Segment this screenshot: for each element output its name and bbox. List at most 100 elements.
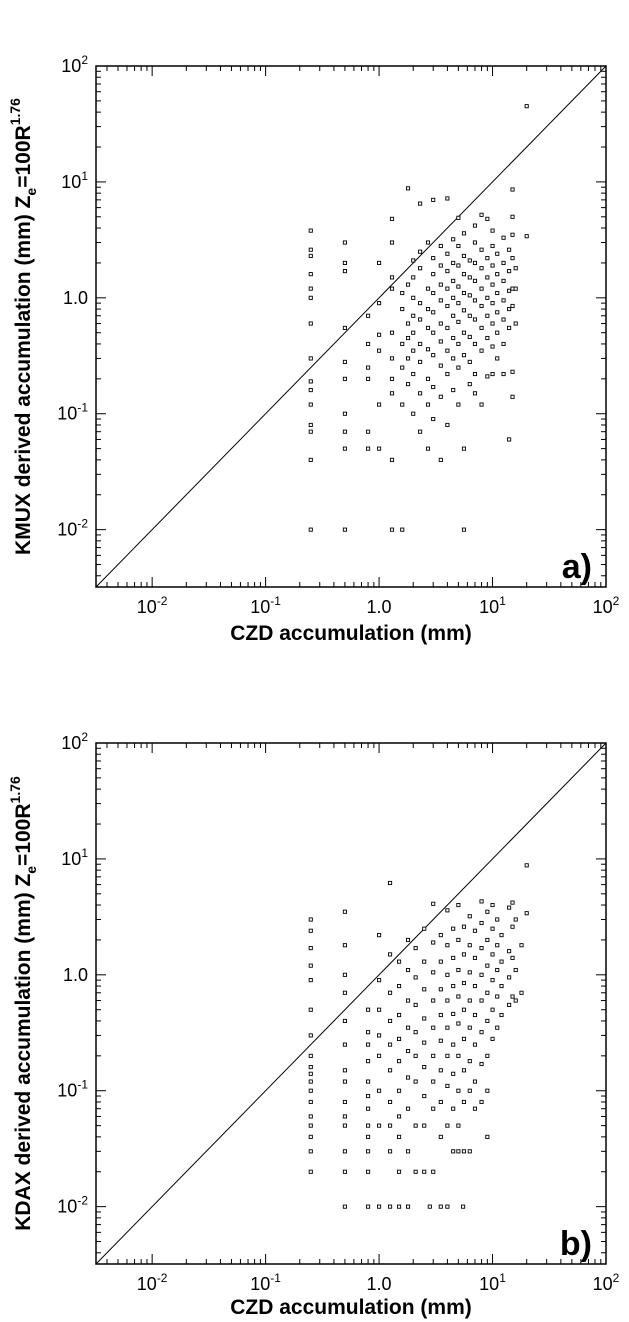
data-point: [388, 990, 393, 995]
data-point: [342, 325, 347, 330]
data-point: [451, 1149, 456, 1154]
x-tick-label: 102: [593, 1271, 620, 1294]
data-point: [461, 1007, 467, 1012]
x-tick-label-base: 10: [479, 597, 499, 617]
data-point: [445, 303, 450, 309]
data-point: [445, 422, 450, 428]
data-point: [456, 1021, 461, 1026]
data-point: [388, 1204, 393, 1209]
data-point: [501, 260, 506, 265]
data-point: [342, 909, 347, 914]
data-point: [445, 908, 450, 913]
data-point: [308, 295, 313, 300]
data-point: [490, 321, 495, 326]
x-axis-label: CZD accumulation (mm): [230, 622, 472, 645]
data-point: [389, 391, 395, 396]
data-point: [479, 212, 484, 217]
data-point: [501, 235, 506, 240]
data-point: [456, 284, 461, 289]
data-point: [524, 863, 529, 868]
data-point: [405, 382, 411, 387]
data-point: [510, 256, 515, 261]
data-point: [397, 1036, 402, 1041]
data-point: [513, 266, 518, 271]
y-axis-label-subscript: e: [23, 866, 39, 874]
y-axis-label-superscript: 1.76: [7, 98, 23, 125]
y-tick-label: 101: [61, 846, 88, 869]
data-point: [451, 388, 456, 393]
data-point: [418, 359, 423, 364]
data-point: [405, 1048, 411, 1054]
data-point: [490, 263, 495, 268]
data-point: [377, 301, 382, 306]
data-point: [507, 288, 512, 293]
data-point: [461, 446, 467, 451]
data-point: [461, 1149, 467, 1154]
data-point: [425, 325, 431, 330]
data-point: [342, 1169, 347, 1174]
data-point: [438, 1038, 443, 1043]
data-point: [308, 1169, 313, 1174]
y-tick-label-exponent: -2: [77, 517, 88, 531]
data-point: [308, 402, 313, 407]
data-point: [418, 266, 423, 271]
data-point: [456, 365, 461, 370]
data-point: [445, 1123, 450, 1128]
data-point: [431, 970, 436, 975]
data-point: [513, 967, 518, 973]
data-point: [400, 341, 405, 346]
data-point: [499, 1012, 504, 1018]
data-point: [377, 978, 382, 983]
data-point: [467, 275, 472, 280]
data-point: [388, 1042, 393, 1047]
y-tick-label-exponent: -1: [77, 1078, 88, 1092]
data-point: [510, 394, 515, 399]
data-point: [472, 1012, 478, 1018]
data-point: [405, 998, 411, 1003]
data-point: [431, 940, 436, 945]
data-point: [490, 1007, 495, 1012]
data-point: [308, 1123, 313, 1128]
data-point: [418, 341, 423, 346]
x-tick-label-exponent: -1: [270, 594, 281, 608]
axis-ticks: [96, 65, 607, 587]
y-tick-label-base: 10: [57, 1197, 77, 1217]
data-point: [342, 972, 347, 977]
data-point: [411, 258, 416, 263]
data-point: [308, 917, 313, 922]
data-point: [461, 1099, 467, 1105]
data-point: [451, 984, 456, 989]
data-point: [485, 963, 490, 968]
data-point: [431, 1106, 436, 1111]
data-point: [308, 527, 313, 532]
data-point: [308, 1134, 313, 1139]
data-point: [308, 457, 313, 462]
data-point: [425, 376, 431, 381]
data-point: [461, 1204, 466, 1209]
y-tick-label-base: 10: [61, 172, 81, 192]
data-point: [467, 293, 472, 298]
data-point: [342, 260, 347, 265]
data-point: [485, 909, 490, 914]
data-point: [431, 384, 436, 390]
data-point: [366, 341, 371, 346]
data-point: [397, 984, 402, 989]
data-point: [405, 1149, 411, 1154]
data-point: [456, 319, 461, 324]
data-point: [445, 1025, 450, 1030]
data-point: [400, 527, 405, 532]
data-point: [413, 975, 418, 980]
data-point: [342, 376, 347, 381]
data-point: [461, 308, 467, 313]
data-point: [490, 952, 495, 957]
data-point: [438, 457, 443, 462]
data-point: [308, 1088, 313, 1093]
data-point: [389, 275, 395, 280]
data-point: [388, 1123, 393, 1128]
y-axis-label: KDAX derived accumulation (mm) Ze=100R1.…: [7, 776, 39, 1231]
data-point: [308, 272, 313, 277]
chart-panel-2: 10-2 10-1 1.0 101 10210-210-11.0101102b)CZD …: [7, 730, 620, 1319]
data-point: [438, 987, 443, 992]
data-point: [513, 286, 518, 291]
data-point: [445, 1053, 450, 1058]
